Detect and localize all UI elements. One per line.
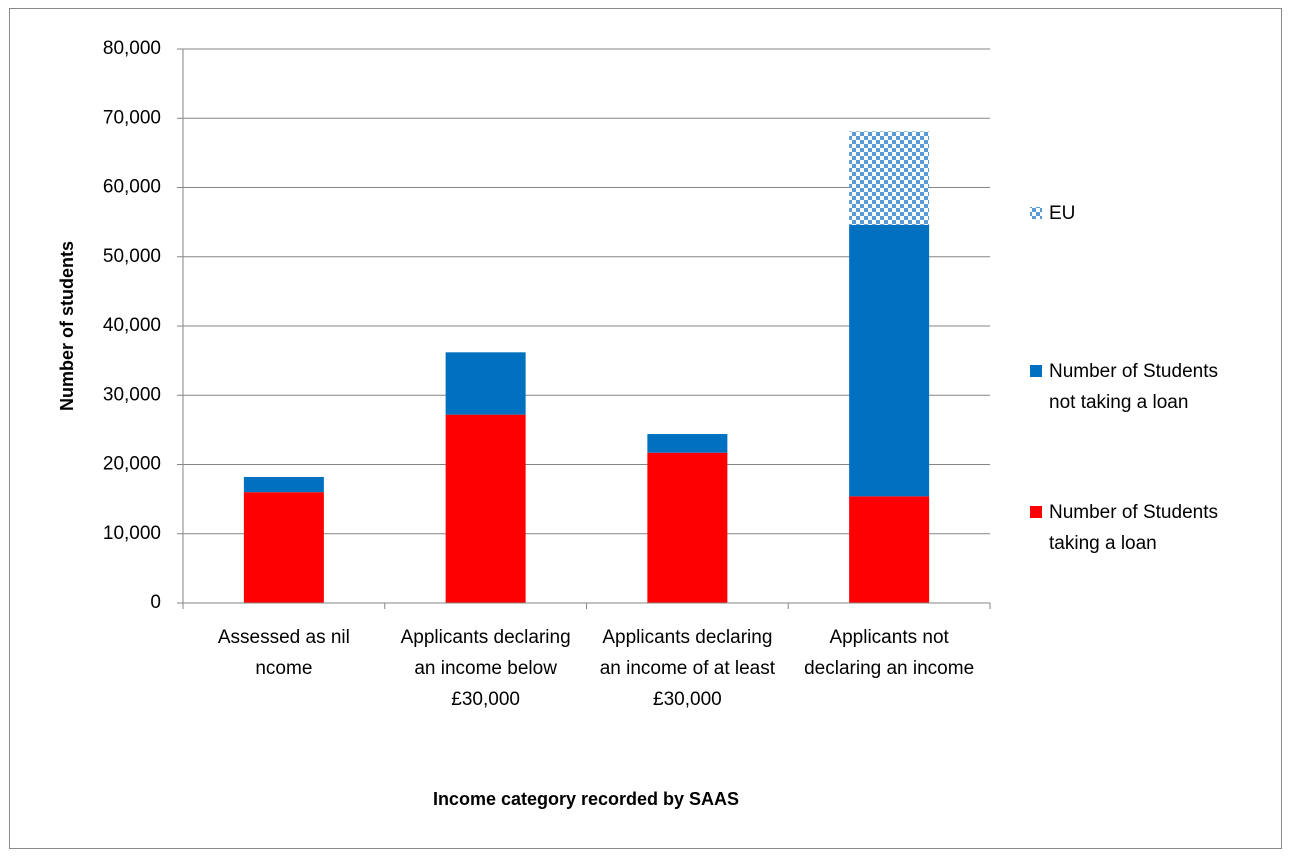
y-tick-label: 20,000: [103, 454, 161, 475]
x-tick-label: Applicants not declaring an income: [804, 627, 975, 679]
legend-label: Number of Students taking a loan: [1049, 502, 1218, 554]
y-tick-label: 80,000: [103, 38, 161, 59]
chart-border: [9, 8, 1282, 849]
bar-segment: [849, 224, 930, 497]
legend-swatch: [1030, 506, 1042, 518]
bar-segment: [445, 352, 526, 415]
y-tick-label: 0: [150, 592, 161, 613]
x-axis-title: Income category recorded by SAAS: [433, 789, 739, 809]
x-tick-label: Applicants declaring an income below £30…: [400, 627, 571, 710]
bar-segment: [243, 476, 324, 493]
bar-segment: [849, 496, 930, 603]
y-tick-label: 10,000: [103, 523, 161, 544]
legend-swatch: [1030, 365, 1042, 377]
x-tick-label: Applicants declaring an income of at lea…: [599, 627, 776, 710]
y-tick-label: 40,000: [103, 315, 161, 336]
y-axis-title: Number of students: [57, 241, 77, 411]
y-tick-label: 50,000: [103, 246, 161, 267]
legend-swatch: [1030, 207, 1042, 219]
bar-segment: [647, 434, 728, 453]
bar-segment: [647, 452, 728, 603]
y-tick-label: 70,000: [103, 107, 161, 128]
bar-segment: [849, 131, 930, 225]
y-tick-label: 30,000: [103, 384, 161, 405]
bar-segment: [445, 414, 526, 603]
legend-label: EU: [1049, 203, 1076, 224]
x-tick-label: Assessed as nil ncome: [217, 627, 350, 679]
y-tick-label: 60,000: [103, 177, 161, 198]
legend-label: Number of Students not taking a loan: [1049, 361, 1218, 413]
bar-segment: [243, 492, 324, 603]
